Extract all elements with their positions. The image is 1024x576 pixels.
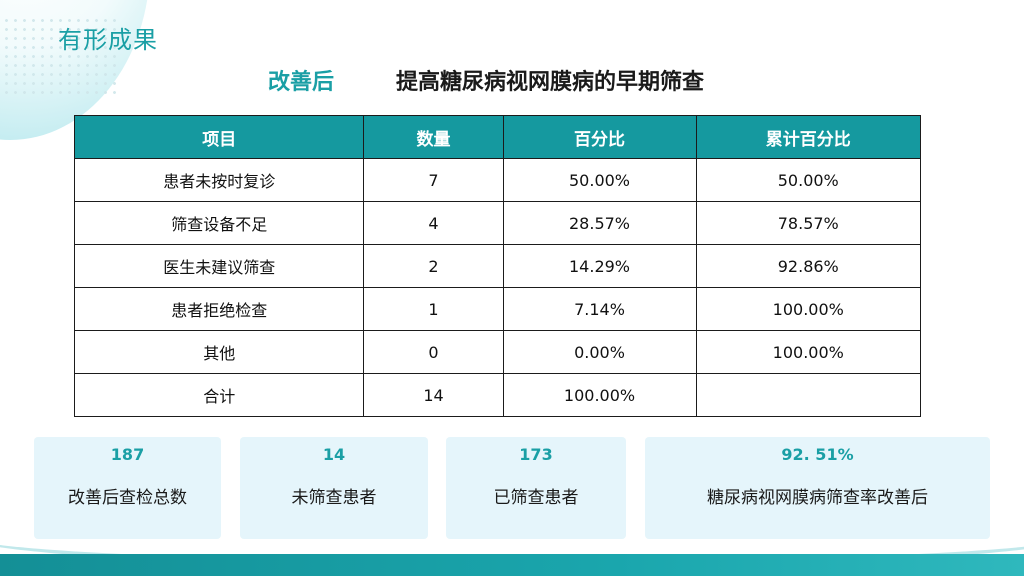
cell-count: 4 bbox=[363, 201, 504, 245]
cell-item: 患者未按时复诊 bbox=[73, 158, 365, 202]
cell-percent: 0.00% bbox=[502, 330, 697, 374]
section-title: 有形成果 bbox=[58, 26, 158, 54]
cell-percent: 28.57% bbox=[502, 201, 697, 245]
table-row: 患者未按时复诊 7 50.00% 50.00% bbox=[73, 158, 922, 202]
decorative-bottom-band bbox=[0, 554, 1024, 576]
table-row: 医生未建议筛查 2 14.29% 92.86% bbox=[73, 244, 922, 288]
table-total-row: 合计 14 100.00% bbox=[73, 373, 922, 417]
cell-count: 0 bbox=[363, 330, 504, 374]
stat-value: 187 bbox=[110, 445, 145, 464]
stat-value: 173 bbox=[519, 445, 553, 464]
cell-count: 1 bbox=[363, 287, 504, 331]
cell-count: 7 bbox=[363, 158, 504, 202]
heading-main: 提高糖尿病视网膜病的早期筛查 bbox=[396, 70, 705, 95]
cell-percent: 14.29% bbox=[502, 244, 697, 288]
cell-count: 2 bbox=[363, 244, 504, 288]
data-table: 项目 数量 百分比 累计百分比 患者未按时复诊 7 50.00% 50.00% … bbox=[73, 115, 922, 417]
cell-percent: 50.00% bbox=[502, 158, 697, 202]
header-percent: 百分比 bbox=[502, 115, 697, 159]
table-row: 患者拒绝检查 1 7.14% 100.00% bbox=[73, 287, 922, 331]
stat-label: 糖尿病视网膜病筛查率改善后 bbox=[707, 488, 928, 508]
cell-cumulative: 50.00% bbox=[695, 158, 922, 202]
cell-cumulative: 78.57% bbox=[695, 201, 922, 245]
stat-label: 改善后查检总数 bbox=[68, 488, 187, 508]
cell-cumulative bbox=[695, 373, 922, 417]
table-row: 其他 0 0.00% 100.00% bbox=[73, 330, 922, 374]
cell-item: 筛查设备不足 bbox=[73, 201, 365, 245]
header-item: 项目 bbox=[73, 115, 365, 159]
header-count: 数量 bbox=[363, 115, 504, 159]
cell-item: 医生未建议筛查 bbox=[73, 244, 365, 288]
stat-value: 92. 51% bbox=[781, 445, 854, 464]
header-cumulative-percent: 累计百分比 bbox=[695, 115, 922, 159]
table-row: 筛查设备不足 4 28.57% 78.57% bbox=[73, 201, 922, 245]
cell-cumulative: 100.00% bbox=[695, 330, 922, 374]
table-header-row: 项目 数量 百分比 累计百分比 bbox=[73, 115, 922, 159]
cell-cumulative: 100.00% bbox=[695, 287, 922, 331]
heading-label: 改善后 bbox=[268, 70, 335, 95]
cell-item: 其他 bbox=[73, 330, 365, 374]
stat-value: 14 bbox=[322, 445, 346, 464]
decorative-dot-grid bbox=[2, 16, 122, 96]
cell-item: 患者拒绝检查 bbox=[73, 287, 365, 331]
cell-percent: 7.14% bbox=[502, 287, 697, 331]
cell-cumulative: 92.86% bbox=[695, 244, 922, 288]
cell-count: 14 bbox=[363, 373, 504, 417]
heading-row: 改善后 提高糖尿病视网膜病的早期筛查 bbox=[0, 62, 1024, 98]
cell-item: 合计 bbox=[73, 373, 365, 417]
cell-percent: 100.00% bbox=[502, 373, 697, 417]
